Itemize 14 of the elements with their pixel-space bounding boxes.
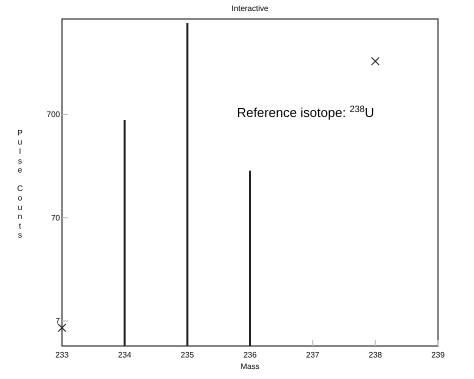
annotation: Reference isotope: $^{238}$U	[236, 104, 374, 120]
y-tick-label: 70	[51, 213, 61, 222]
x-axis-title: Mass	[240, 362, 260, 371]
x-tick-label: 238	[368, 350, 383, 360]
x-tick-label: 234	[118, 350, 132, 360]
chart-title: Interactive	[232, 4, 270, 13]
y-tick-label: 7	[56, 316, 61, 326]
x-tick-label: 233	[55, 350, 70, 360]
y-tick-label: 700	[46, 110, 61, 120]
x-tick-label: 239	[431, 350, 446, 360]
x-tick-label: 235	[180, 350, 195, 360]
x-tick-label: 236	[243, 350, 258, 360]
x-tick-label: 237	[306, 350, 320, 360]
text: Pulse Counts	[17, 128, 23, 240]
